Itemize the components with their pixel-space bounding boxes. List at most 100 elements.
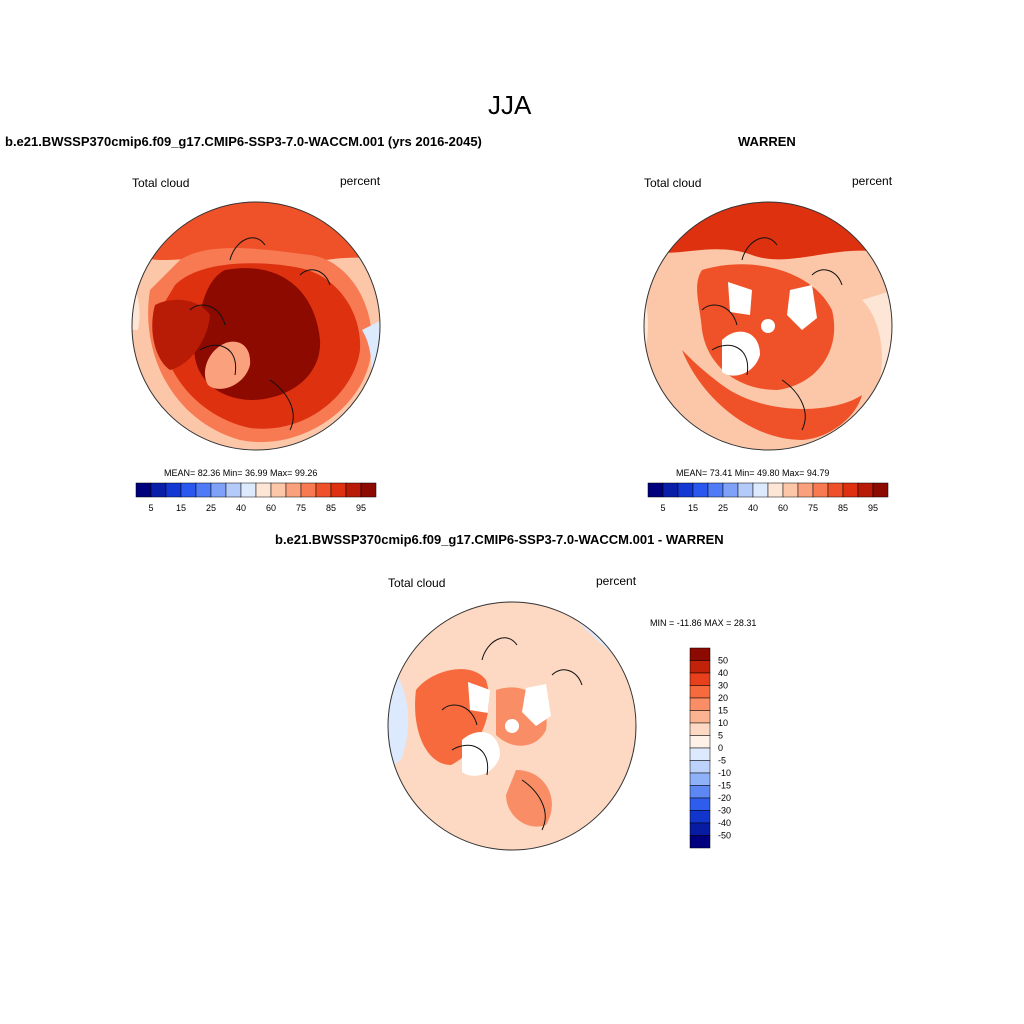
panel1-colorbar-swatch bbox=[180, 482, 197, 498]
panel1-colorbar-swatch bbox=[225, 482, 242, 498]
panel3-colorbar-swatch bbox=[689, 835, 711, 849]
panel2-colorbar-swatch bbox=[782, 482, 799, 498]
panel1-stats: MEAN= 82.36 Min= 36.99 Max= 99.26 bbox=[164, 468, 318, 478]
panel1-colorbar-tick-label: 5 bbox=[148, 503, 153, 513]
panel2-field-band bbox=[682, 350, 862, 440]
panel2-pole-hole bbox=[761, 319, 775, 333]
panel2-colorbar-swatch bbox=[692, 482, 709, 498]
figure-title: JJA bbox=[488, 90, 532, 120]
panel3-colorbar-swatch bbox=[689, 760, 711, 774]
panel1-colorbar-swatch bbox=[345, 482, 362, 498]
panel1-colorbar-swatch bbox=[360, 482, 377, 498]
panel2-colorbar-tick-label: 60 bbox=[778, 503, 788, 513]
panel3-map-border bbox=[387, 601, 637, 851]
panel3-colorbar-tick-label: -20 bbox=[718, 793, 731, 803]
panel1-colorbar-swatch bbox=[210, 482, 227, 498]
panel3-colorbar-tick-label: -30 bbox=[718, 806, 731, 816]
panel2-stats: MEAN= 73.41 Min= 49.80 Max= 94.79 bbox=[676, 468, 830, 478]
panel1-colorbar-swatch bbox=[240, 482, 257, 498]
panel2-missing-data bbox=[722, 331, 760, 376]
panel3-pole-hole bbox=[505, 719, 519, 733]
panel2-colorbar-swatch bbox=[662, 482, 679, 498]
panel3-colorbar-tick-label: -15 bbox=[718, 781, 731, 791]
panel3-colorbar-tick-label: 15 bbox=[718, 706, 728, 716]
panel3-colorbar-swatch bbox=[689, 722, 711, 736]
panel2-coastlines bbox=[701, 237, 843, 431]
panel1-colorbar-swatch bbox=[195, 482, 212, 498]
panel1-map bbox=[131, 201, 381, 451]
panel2-colorbar-swatch bbox=[737, 482, 754, 498]
panel3-stats: MIN = -11.86 MAX = 28.31 bbox=[650, 618, 757, 628]
panel3-colorbar-swatch bbox=[689, 685, 711, 699]
panel3-colorbar-swatch bbox=[689, 772, 711, 786]
panel3-field-positive bbox=[506, 770, 552, 827]
panel2-colorbar-swatch bbox=[872, 482, 889, 498]
panel2-colorbar-tick-label: 25 bbox=[718, 503, 728, 513]
panel2-missing-data bbox=[787, 285, 817, 330]
panel3-colorbar-tick-label: -10 bbox=[718, 768, 731, 778]
panel2-colorbar-swatch bbox=[842, 482, 859, 498]
panel2-colorbar: 5 15 25 40 60 75 85 95 bbox=[647, 482, 889, 513]
panel3-colorbar-tick-label: 40 bbox=[718, 668, 728, 678]
panel3-missing-data bbox=[462, 732, 500, 776]
panel3-colorbar-swatch bbox=[689, 660, 711, 674]
panel1-colorbar-tick-label: 85 bbox=[326, 503, 336, 513]
panel2-colorbar-swatch bbox=[797, 482, 814, 498]
panel3-colorbar-tick-label: -40 bbox=[718, 818, 731, 828]
panel1-colorbar-swatch bbox=[165, 482, 182, 498]
panel1-map-border bbox=[131, 201, 381, 451]
panel3-map bbox=[387, 601, 637, 851]
panel1-colorbar-swatch bbox=[135, 482, 152, 498]
panel3-missing-data bbox=[522, 684, 551, 726]
panel3-colorbar-swatch bbox=[689, 785, 711, 799]
panel3-colorbar-swatch bbox=[689, 697, 711, 711]
panel2-variable-label: Total cloud bbox=[644, 176, 702, 190]
panel3-colorbar-tick-label: 0 bbox=[718, 743, 723, 753]
panel1-coastlines bbox=[189, 237, 331, 431]
panel3-colorbar-swatch bbox=[689, 747, 711, 761]
panel2-colorbar-swatch bbox=[857, 482, 874, 498]
panel2-colorbar-tick-label: 75 bbox=[808, 503, 818, 513]
panel3-colorbar-swatch bbox=[689, 810, 711, 824]
panel3-colorbar-tick-label: 5 bbox=[718, 731, 723, 741]
panel1-units-label: percent bbox=[340, 174, 381, 188]
panel3-units-label: percent bbox=[596, 574, 637, 588]
panel2-colorbar-swatch bbox=[752, 482, 769, 498]
panel3-colorbar-tick-label: 10 bbox=[718, 718, 728, 728]
panel3-colorbar-tick-label: 50 bbox=[718, 656, 728, 666]
panel2-colorbar-tick-label: 85 bbox=[838, 503, 848, 513]
panel2-colorbar-tick-label: 40 bbox=[748, 503, 758, 513]
panel3-colorbar-tick-label: 30 bbox=[718, 681, 728, 691]
panel3-colorbar-tick-label: -5 bbox=[718, 756, 726, 766]
panel2-colorbar-swatch bbox=[827, 482, 844, 498]
panel2-colorbar-swatch bbox=[812, 482, 829, 498]
panel1-colorbar-tick-label: 25 bbox=[206, 503, 216, 513]
panel3-colorbar-tick-label: 20 bbox=[718, 693, 728, 703]
panel2-colorbar-swatch bbox=[722, 482, 739, 498]
panel3-missing-data bbox=[468, 682, 490, 713]
panel1-colorbar-tick-label: 40 bbox=[236, 503, 246, 513]
panel1-colorbar-swatch bbox=[285, 482, 302, 498]
panel2-map bbox=[643, 201, 893, 451]
panel3-coastlines bbox=[441, 637, 583, 831]
panel2-field-low bbox=[644, 290, 648, 360]
panel2-missing-data bbox=[728, 282, 752, 315]
panel1-colorbar: 5 15 25 40 60 75 85 95 bbox=[135, 482, 377, 513]
panel1-colorbar-tick-label: 95 bbox=[356, 503, 366, 513]
panel2-units-label: percent bbox=[852, 174, 893, 188]
panel2-colorbar-tick-label: 95 bbox=[868, 503, 878, 513]
panel2-colorbar-swatch bbox=[767, 482, 784, 498]
panel1-variable-label: Total cloud bbox=[132, 176, 190, 190]
panel1-colorbar-swatch bbox=[300, 482, 317, 498]
panel1-colorbar-swatch bbox=[255, 482, 272, 498]
panel1-colorbar-tick-label: 75 bbox=[296, 503, 306, 513]
panel2-colorbar-tick-label: 15 bbox=[688, 503, 698, 513]
panel2-colorbar-tick-label: 5 bbox=[660, 503, 665, 513]
panel3-colorbar-swatch bbox=[689, 710, 711, 724]
panel2-field-band bbox=[644, 202, 892, 260]
panel3-colorbar-tick-label: -50 bbox=[718, 831, 731, 841]
panel1-heading: b.e21.BWSSP370cmip6.f09_g17.CMIP6-SSP3-7… bbox=[5, 134, 482, 149]
panel1-greenland-patch bbox=[204, 341, 251, 389]
panel1-colorbar-swatch bbox=[150, 482, 167, 498]
